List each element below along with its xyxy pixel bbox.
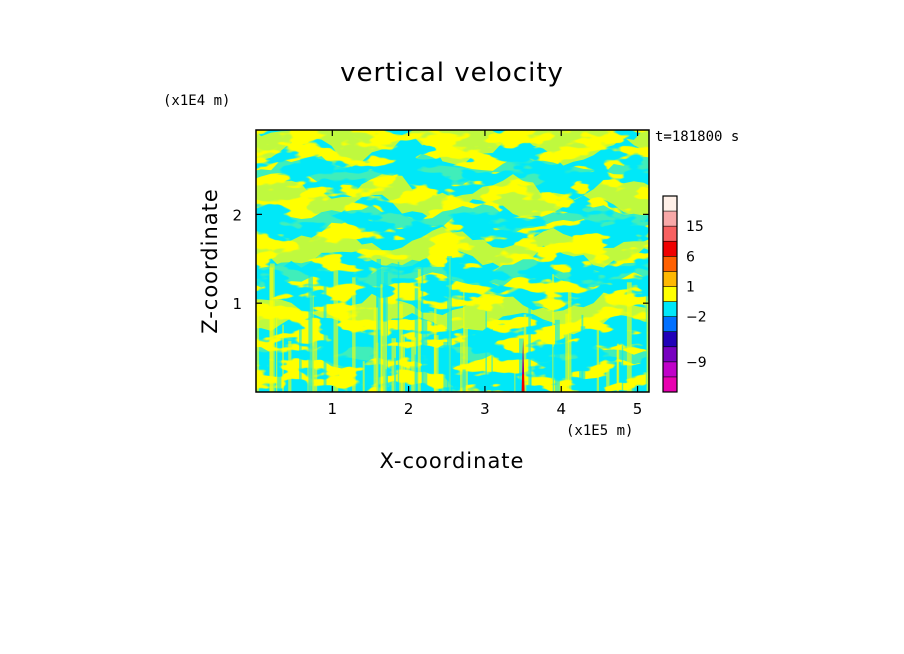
velocity-field [256,130,649,392]
colorbar-tick-label: −9 [686,355,707,371]
field-streak [276,351,282,392]
y-axis-label: Z-coordinate [198,188,222,334]
field-streak [519,338,524,392]
field-streak [579,349,582,392]
colorbar-swatch [663,346,677,363]
field-streak [282,324,284,392]
field-band [256,204,649,234]
colorbar-ticks: 15 6 1 −2 −9 [686,219,707,371]
colorbar-swatch [663,211,677,227]
colorbar-swatch [663,331,677,348]
x-tick-label: 3 [480,400,490,418]
field-streak [447,256,452,392]
colorbar-swatch [663,271,677,287]
field-streak [567,284,572,392]
colorbar-swatch [663,196,677,212]
field-band [256,226,649,269]
field-streak [621,345,624,392]
field-streak [463,328,468,392]
field-streaks [256,256,649,392]
field-streak [333,264,339,392]
colorbar-swatch [663,286,677,302]
x-tick-label: 1 [328,400,338,418]
colorbar-swatch [663,316,677,332]
colorbar [662,195,678,393]
field-streak [434,308,437,392]
field-streak [514,371,516,392]
field-band [256,130,649,167]
field-updraft-core [521,338,525,392]
chart-title: vertical velocity [340,58,564,88]
field-streak [312,317,318,392]
y-axis-ticks: 12 [232,206,649,313]
field-streak [422,319,428,392]
field-streak [269,267,274,392]
plot-frame [255,129,650,393]
field-streak [555,319,560,392]
colorbar-swatch [663,226,677,242]
colorbar-tick-label: −2 [686,310,707,326]
field-streak [552,346,555,392]
colorbar-frame [662,195,678,393]
field-band [256,153,649,189]
colorbar-swatch [663,256,677,272]
field-streak [414,288,419,392]
field-streak [646,300,649,392]
x-tick-label: 5 [633,400,643,418]
field-streak [523,314,527,392]
x-unit-label: (x1E5 m) [566,423,634,439]
field-streak [308,273,313,392]
field-streak [362,361,365,392]
time-label: t=181800 s [655,129,740,145]
field-streak [462,369,466,392]
colorbar-tick-label: 1 [686,279,695,295]
field-streak [581,314,584,392]
field-streak [491,328,493,392]
x-tick-label: 4 [556,400,566,418]
field-streak [256,301,260,392]
field-streak [596,329,599,392]
colorbar-swatch [663,301,677,317]
colorbar-tick-label: 6 [686,249,695,265]
field-streak [323,279,327,392]
field-streak [552,274,555,392]
field-streak [394,357,397,392]
field-streak [385,369,388,392]
colorbar-swatch [663,241,677,257]
field-streak [460,341,464,392]
field-streak [373,307,378,392]
updraft-core-purple [522,343,524,375]
field-streak [417,269,421,392]
x-axis-ticks: 1 2 3 4 5 [328,130,643,418]
field-streak [443,341,449,392]
field-streak [299,325,302,392]
colorbar-swatch [663,361,677,378]
field-streak [565,313,569,392]
field-streak [626,282,632,392]
y-unit-label: (x1E4 m) [163,93,231,109]
y-tick-label: 1 [232,295,242,313]
y-tick-label: 2 [232,206,242,224]
colorbar-swatch [663,376,677,393]
field-streak [414,354,417,392]
field-streak [616,345,619,392]
x-axis-label: X-coordinate [379,449,525,473]
field-streak [401,334,405,392]
field-streak [391,338,396,392]
field-streak [288,340,292,392]
field-streak [275,309,278,392]
field-streak [397,261,400,392]
field-streak [528,298,531,392]
field-streak [606,369,610,392]
field-streak [376,258,381,392]
field-streak [352,277,356,392]
field-streak [411,337,417,392]
x-tick-label: 2 [404,400,414,418]
field-streak [382,321,387,392]
field-streak [380,284,383,392]
colorbar-tick-label: 15 [686,219,704,235]
field-streak [485,311,487,392]
field-band [256,174,649,223]
